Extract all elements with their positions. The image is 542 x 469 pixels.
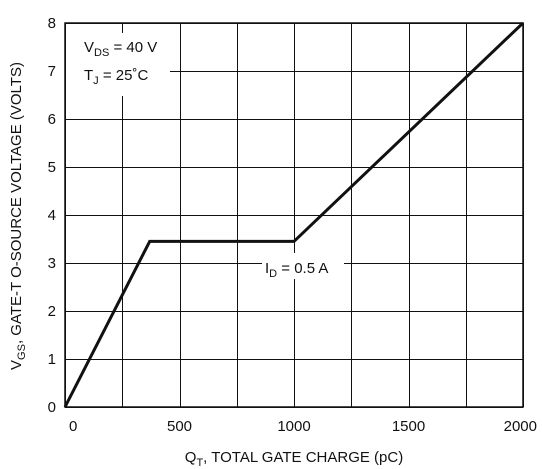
- x-axis-title: QT, TOTAL GATE CHARGE (pC): [185, 449, 403, 469]
- x-tick-label: 0: [69, 418, 77, 435]
- x-tick-label: 1500: [392, 418, 425, 435]
- plot-frame: [64, 22, 524, 408]
- annotation-mask-conditions: [66, 33, 170, 96]
- annotation-id: ID = 0.5 A: [265, 260, 328, 280]
- annotation-masks: [66, 33, 344, 279]
- curve-layer: [63, 21, 525, 408]
- y-tick-label: 4: [48, 207, 56, 224]
- y-axis-title: VGS, GATE-T O-SOURCE VOLTAGE (VOLTS): [8, 62, 28, 370]
- y-tick-label: 5: [48, 159, 56, 176]
- y-tick-label: 6: [48, 111, 56, 128]
- annotation-tj: TJ = 25˚C: [84, 67, 148, 87]
- y-tick-label: 1: [48, 351, 56, 368]
- y-tick-label: 8: [48, 15, 56, 32]
- x-tick-label: 2000: [504, 418, 537, 435]
- x-tick-label: 1000: [277, 418, 310, 435]
- tick-layer: 0 1 2 3 4 5 6 7 8 0 500 1000 1500 2000: [48, 15, 537, 435]
- series-line-0: [63, 21, 525, 408]
- annotation-mask-id: [262, 253, 344, 279]
- y-tick-label: 0: [48, 399, 56, 416]
- annotation-vds: VDS = 40 V: [84, 39, 157, 59]
- x-tick-label: 500: [167, 418, 192, 435]
- y-tick-label: 2: [48, 303, 56, 320]
- y-tick-label: 3: [48, 255, 56, 272]
- y-tick-label: 7: [48, 63, 56, 80]
